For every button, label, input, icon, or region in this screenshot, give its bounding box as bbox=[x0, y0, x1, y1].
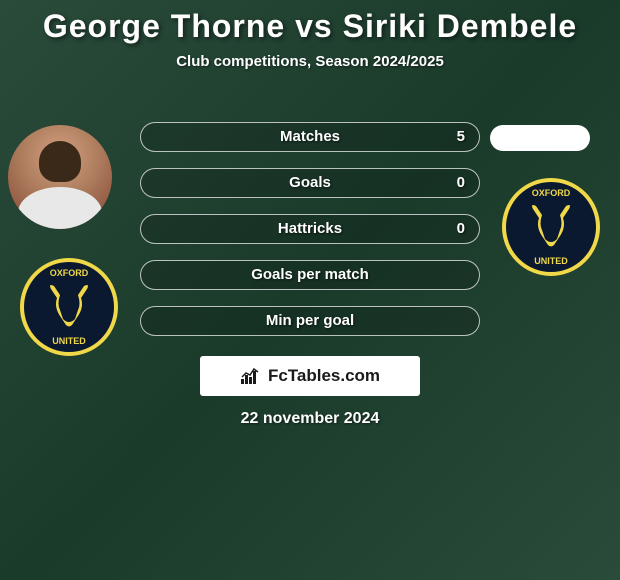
stat-value-right: 0 bbox=[457, 169, 465, 197]
club-name-top: OXFORD bbox=[24, 268, 114, 278]
stat-row-min-per-goal: Min per goal bbox=[140, 306, 480, 336]
player-b-avatar bbox=[490, 125, 590, 151]
branding-badge[interactable]: FcTables.com bbox=[200, 356, 420, 396]
club-name-bottom: UNITED bbox=[24, 336, 114, 346]
stat-label: Matches bbox=[141, 123, 479, 151]
vs-separator: vs bbox=[295, 8, 333, 44]
footer-date: 22 november 2024 bbox=[0, 410, 620, 428]
club-name-top: OXFORD bbox=[506, 188, 596, 198]
page-title: George Thorne vs Siriki Dembele bbox=[0, 0, 620, 45]
stats-panel: Matches 5 Goals 0 Hattricks 0 Goals per … bbox=[140, 122, 480, 352]
branding-text: FcTables.com bbox=[268, 366, 380, 386]
subtitle: Club competitions, Season 2024/2025 bbox=[0, 53, 620, 70]
player-b-name: Siriki Dembele bbox=[343, 8, 578, 44]
player-b-club-badge: OXFORD UNITED bbox=[502, 178, 600, 276]
stat-label: Goals per match bbox=[141, 261, 479, 289]
stat-row-matches: Matches 5 bbox=[140, 122, 480, 152]
ox-head-icon bbox=[521, 197, 581, 257]
player-a-club-badge: OXFORD UNITED bbox=[20, 258, 118, 356]
stat-row-goals: Goals 0 bbox=[140, 168, 480, 198]
player-a-name: George Thorne bbox=[43, 8, 285, 44]
bars-icon bbox=[240, 367, 262, 385]
club-name-bottom: UNITED bbox=[506, 256, 596, 266]
player-a-avatar bbox=[8, 125, 112, 229]
stat-row-goals-per-match: Goals per match bbox=[140, 260, 480, 290]
stat-row-hattricks: Hattricks 0 bbox=[140, 214, 480, 244]
stat-label: Min per goal bbox=[141, 307, 479, 335]
stat-value-right: 5 bbox=[457, 123, 465, 151]
stat-label: Goals bbox=[141, 169, 479, 197]
ox-head-icon bbox=[39, 277, 99, 337]
stat-value-right: 0 bbox=[457, 215, 465, 243]
stat-label: Hattricks bbox=[141, 215, 479, 243]
